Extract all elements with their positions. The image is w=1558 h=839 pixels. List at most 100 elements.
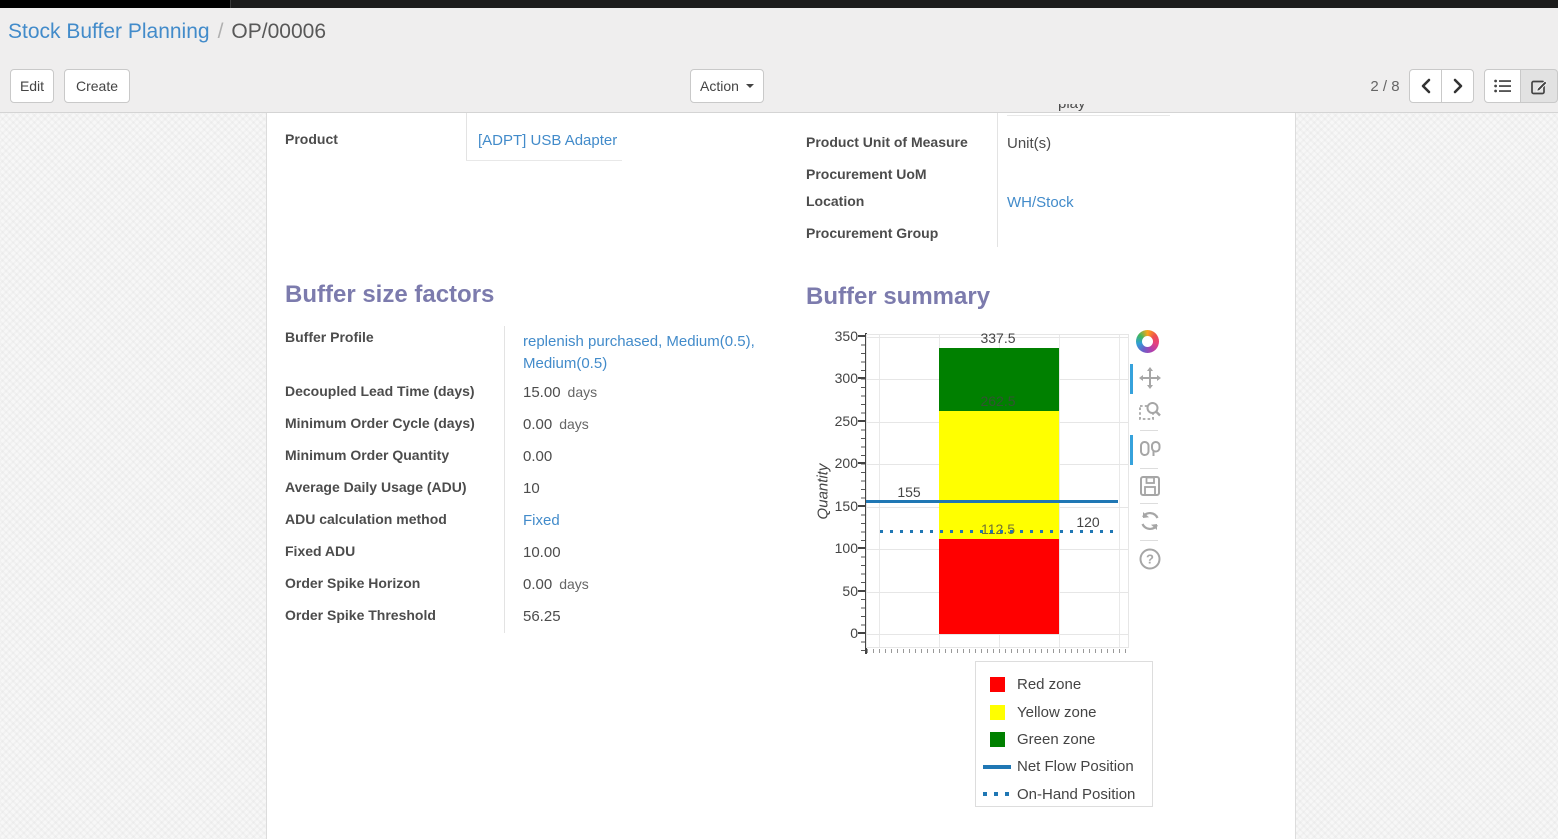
pager-counter: 2 / 8 [1370, 78, 1400, 95]
clipped-row-underline [1007, 115, 1170, 116]
create-button[interactable]: Create [64, 69, 130, 103]
column-separator [504, 326, 505, 633]
buffer-profile-value-link[interactable]: replenish purchased, Medium(0.5), Medium… [523, 333, 755, 372]
help-icon[interactable]: ? [1138, 547, 1162, 571]
edit-button[interactable]: Edit [10, 69, 54, 103]
y-tick-label: 200 [834, 455, 858, 472]
minimum-order-quantity-label: Minimum Order Quantity [285, 447, 450, 463]
breadcrumb-separator: / [217, 20, 224, 43]
yellow-zone-swatch [982, 704, 1012, 720]
on-hand-position-value-label: 120 [1076, 514, 1100, 531]
green-zone-bar-segment[interactable] [939, 347, 1059, 412]
green-zone-value-label: 337.5 [980, 329, 1016, 346]
y-axis-tick [858, 632, 865, 634]
order-spike-threshold-label: Order Spike Threshold [285, 607, 436, 623]
legend-item-net-flow-position[interactable]: Net Flow Position [976, 753, 1152, 780]
y-tick-label: 0 [850, 625, 858, 641]
clipped-row-fragment: play [1058, 104, 1128, 115]
green-zone-swatch [982, 731, 1012, 747]
procurement-uom-label: Procurement UoM [806, 166, 927, 182]
svg-text:?: ? [1146, 552, 1154, 567]
yellow-zone-swatch-mark [989, 704, 1005, 720]
net-flow-position-swatch [982, 764, 1012, 769]
y-axis-tick [858, 504, 865, 507]
order-spike-horizon-value: 0.00 days [523, 576, 589, 593]
legend-item-green-zone[interactable]: Green zone [976, 726, 1152, 753]
on-hand-position-swatch [982, 792, 1012, 797]
legend-item-label: Red zone [1017, 676, 1082, 694]
legend-item-label: Net Flow Position [1017, 758, 1134, 776]
pan-icon[interactable] [1138, 366, 1162, 390]
y-axis-tick [858, 419, 865, 422]
net-flow-position-value-label: 155 [897, 484, 921, 501]
caret-down-icon [745, 84, 754, 88]
reset-axes-icon[interactable] [1138, 509, 1162, 533]
modebar-divider [1140, 503, 1158, 504]
adu-calculation-method-value-link[interactable]: Fixed [523, 512, 560, 529]
unit-label: days [567, 384, 598, 400]
list-view-button[interactable] [1484, 69, 1521, 103]
chevron-left-icon [1421, 78, 1430, 94]
y-gridline [867, 634, 1128, 635]
on-hand-position-line [880, 529, 1116, 533]
legend-item-label: Yellow zone [1017, 703, 1097, 721]
location-value-link[interactable]: WH/Stock [1007, 194, 1074, 211]
unit-label: days [559, 416, 589, 432]
average-daily-usage-value: 10 [523, 480, 540, 497]
buffer-summary-title: Buffer summary [806, 283, 991, 310]
product-uom-value: Unit(s) [1007, 135, 1052, 152]
minimum-order-cycle-label: Minimum Order Cycle (days) [285, 415, 475, 431]
legend-item-yellow-zone[interactable]: Yellow zone [976, 698, 1152, 725]
y-tick-label: 150 [834, 497, 858, 514]
box-zoom-icon[interactable] [1138, 399, 1162, 423]
green-zone-swatch-mark [989, 731, 1005, 747]
plotly-logo-icon[interactable] [1136, 330, 1159, 353]
product-field-value-link[interactable]: [ADPT] USB Adapter [478, 132, 618, 149]
legend-item-label: Green zone [1017, 730, 1096, 748]
modebar-divider [1140, 468, 1158, 469]
y-tick-label: 250 [834, 412, 858, 429]
browser-top-strip [0, 0, 1558, 8]
y-axis-tick [858, 589, 865, 592]
yellow-zone-bar-segment[interactable] [939, 411, 1059, 539]
y-tick-label: 50 [842, 582, 858, 599]
action-label: Action [700, 78, 739, 94]
y-axis-minor-ticks [861, 336, 865, 652]
y-axis-tick [858, 334, 865, 337]
chevron-right-icon [1453, 78, 1462, 94]
unit-label: days [559, 576, 589, 592]
decoupled-lead-time-label: Decoupled Lead Time (days) [285, 383, 475, 399]
action-dropdown-button[interactable]: Action [690, 69, 764, 103]
x-axis-minor-ticks [867, 649, 1129, 653]
y-gridline [867, 336, 1128, 338]
procurement-group-label: Procurement Group [806, 225, 939, 241]
pager-next-button[interactable] [1441, 69, 1474, 103]
product-field-label: Product [285, 131, 338, 147]
pager-previous-button[interactable] [1409, 69, 1442, 103]
product-uom-label: Product Unit of Measure [806, 134, 968, 150]
y-tick-label: 300 [834, 370, 858, 387]
minimum-order-cycle-value: 0.00 days [523, 416, 589, 433]
red-zone-bar-segment[interactable] [939, 538, 1059, 634]
compare-hover-icon[interactable] [1138, 437, 1162, 461]
y-axis-tick [858, 377, 865, 380]
breadcrumb-section-link[interactable]: Stock Buffer Planning [8, 20, 210, 43]
y-tick-label: 100 [834, 540, 858, 557]
red-zone-value-label: 112.5 [981, 520, 1015, 537]
legend-item-label: On-Hand Position [1017, 785, 1136, 803]
y-tick-label: 350 [834, 328, 858, 344]
chart-legend: Red zone Yellow zone Green zone Net Flow Po… [975, 661, 1153, 807]
plot-area [866, 334, 1129, 648]
fixed-adu-value: 10.00 [523, 544, 561, 561]
on-hand-position-swatch-mark [983, 792, 1011, 797]
breadcrumb-record: OP/00006 [231, 20, 326, 43]
save-icon[interactable] [1138, 474, 1162, 498]
form-view-button[interactable] [1520, 69, 1558, 103]
x-gridline [1059, 335, 1060, 647]
legend-item-on-hand-position[interactable]: On-Hand Position [976, 781, 1152, 806]
column-separator [997, 113, 998, 247]
product-row-underline [466, 160, 622, 161]
column-separator [466, 113, 467, 161]
legend-item-red-zone[interactable]: Red zone [976, 671, 1152, 698]
